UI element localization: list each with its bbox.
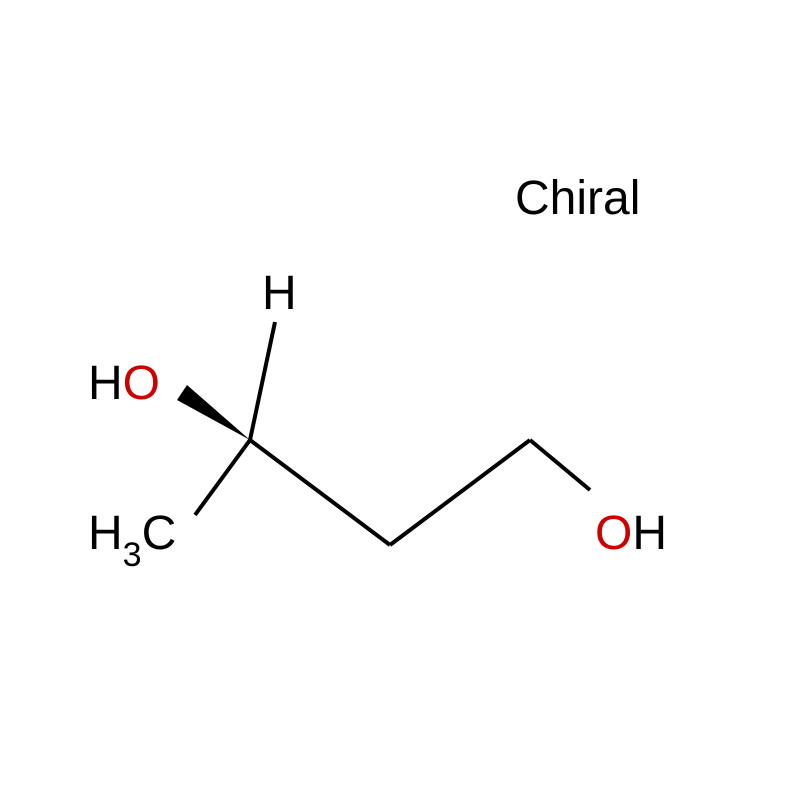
wedge-bond-oh [177, 385, 250, 440]
chiral-text: Chiral [515, 172, 640, 225]
hydroxyl-right-o: O [595, 507, 632, 560]
chiral-annotation: Chiral [515, 175, 640, 223]
methyl-label: H3C [88, 510, 176, 566]
methyl-h: H [88, 507, 123, 560]
hydroxyl-right-h: H [632, 507, 667, 560]
bond-ch3-c2 [195, 440, 250, 515]
stereo-hydrogen-label: H [262, 270, 297, 318]
bond-c2-c3 [250, 440, 390, 545]
hydroxyl-right-label: OH [595, 510, 667, 558]
hydroxyl-left-h: H [88, 357, 123, 410]
bond-c3-c4 [390, 440, 530, 545]
bond-c2-h [250, 322, 275, 440]
hydroxyl-left-o: O [123, 357, 160, 410]
stereo-h-text: H [262, 267, 297, 320]
methyl-sub3: 3 [123, 536, 142, 574]
bond-c4-oh [530, 440, 590, 490]
methyl-c: C [142, 507, 177, 560]
hydroxyl-left-label: HO [88, 360, 160, 408]
molecule-canvas: Chiral H HO H3C OH [0, 0, 800, 800]
